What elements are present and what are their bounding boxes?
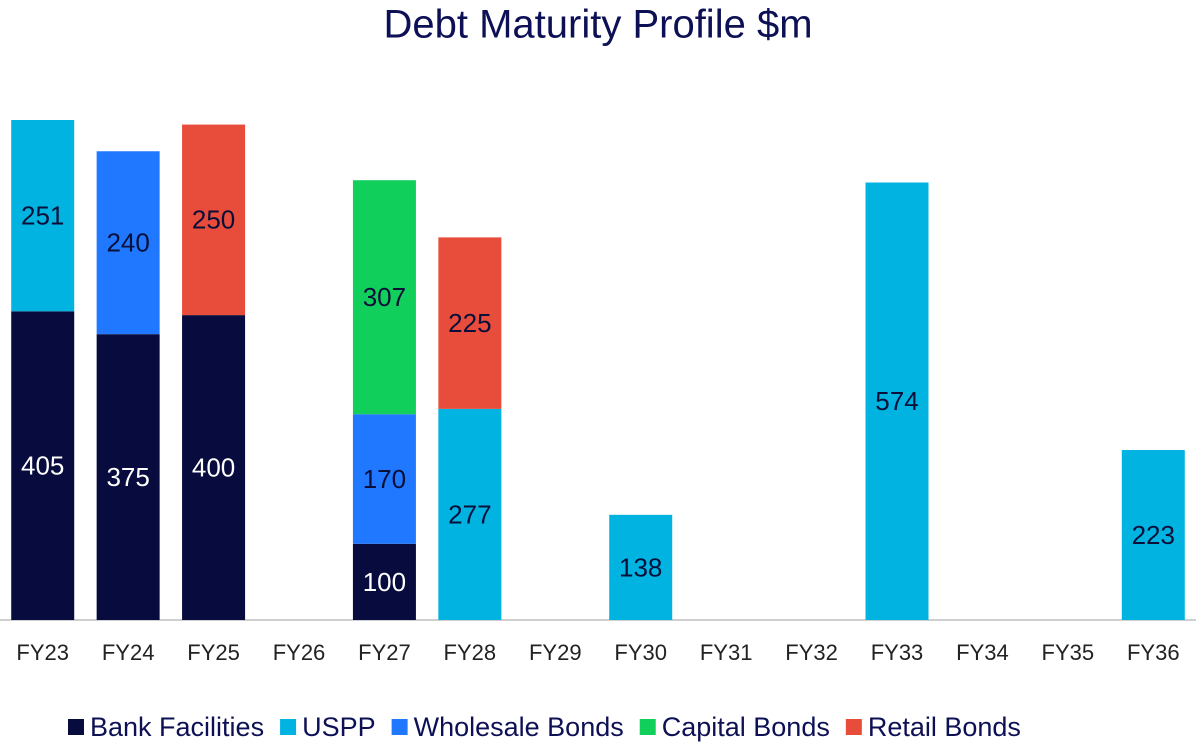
x-tick-label: FY34 xyxy=(956,640,1009,665)
x-tick-label: FY25 xyxy=(187,640,240,665)
bar-segment xyxy=(352,414,416,544)
legend-swatch xyxy=(639,719,656,735)
legend-swatch xyxy=(280,719,297,735)
data-label: 240 xyxy=(106,228,149,258)
x-tick-label: FY30 xyxy=(614,640,667,665)
bar-segment xyxy=(96,334,160,620)
data-label: 100 xyxy=(363,567,406,597)
bar-segment xyxy=(609,514,673,620)
bar-segment xyxy=(438,237,502,409)
bar-segment xyxy=(438,408,502,620)
bar-segment xyxy=(865,182,929,620)
x-tick-label: FY35 xyxy=(1042,640,1095,665)
x-tick-label: FY33 xyxy=(871,640,924,665)
data-label: 574 xyxy=(875,386,918,416)
data-label: 405 xyxy=(21,451,64,481)
x-tick-label: FY36 xyxy=(1127,640,1180,665)
x-tick-label: FY32 xyxy=(785,640,838,665)
bar-segment xyxy=(182,315,246,620)
bar-segment xyxy=(11,120,75,312)
legend-label: USPP xyxy=(302,712,376,742)
legend-label: Bank Facilities xyxy=(90,712,264,742)
data-label: 375 xyxy=(106,462,149,492)
bar-segment xyxy=(352,180,416,415)
bar-segment xyxy=(11,311,75,620)
x-tick-label: FY23 xyxy=(16,640,69,665)
legend-swatch xyxy=(391,719,408,735)
bar-segment xyxy=(96,151,160,335)
chart-title: Debt Maturity Profile $m xyxy=(383,3,812,47)
legend-label: Capital Bonds xyxy=(662,712,830,742)
legend-swatch xyxy=(68,719,84,735)
x-tick-label: FY31 xyxy=(700,640,753,665)
data-label: 307 xyxy=(363,282,406,312)
x-tick-label: FY29 xyxy=(529,640,582,665)
legend-label: Retail Bonds xyxy=(868,712,1021,742)
data-label: 225 xyxy=(448,308,491,338)
legend-label: Wholesale Bonds xyxy=(414,712,624,742)
x-tick-label: FY28 xyxy=(444,640,497,665)
bar-segment xyxy=(182,124,246,316)
data-label: 251 xyxy=(21,201,64,231)
data-label: 400 xyxy=(192,452,235,482)
data-label: 223 xyxy=(1132,520,1175,550)
x-tick-label: FY26 xyxy=(273,640,326,665)
data-label: 138 xyxy=(619,552,662,582)
legend-swatch xyxy=(845,719,862,735)
x-tick-label: FY27 xyxy=(358,640,411,665)
x-tick-label: FY24 xyxy=(102,640,155,665)
data-label: 277 xyxy=(448,499,491,529)
bar-segment xyxy=(352,543,416,620)
bar-segment xyxy=(1121,450,1185,620)
data-label: 170 xyxy=(363,464,406,494)
data-label: 250 xyxy=(192,205,235,235)
